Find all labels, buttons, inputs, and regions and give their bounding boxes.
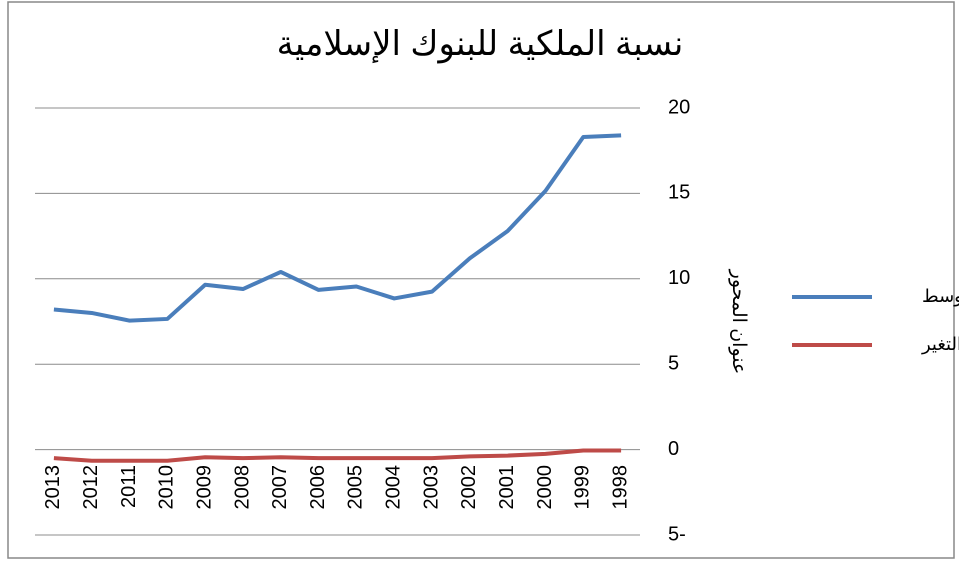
y-tick-label: 0 xyxy=(668,438,679,460)
y-tick-label: 5- xyxy=(668,523,686,545)
x-tick-label: 2005 xyxy=(345,465,367,510)
x-tick-label: 2000 xyxy=(534,465,556,510)
x-tick-label: 2008 xyxy=(231,465,253,510)
x-tick-label: 2001 xyxy=(496,465,518,510)
x-tick-label: 2009 xyxy=(193,465,215,510)
series-line xyxy=(53,133,622,323)
chart-frame xyxy=(7,1,955,559)
y-axis-title: عنوان المحور xyxy=(728,269,749,375)
chart-title: نسبة الملكية للبنوك الإسلامية xyxy=(277,25,684,64)
x-tick-label: 2002 xyxy=(458,465,480,510)
x-tick-label: 2007 xyxy=(269,465,291,510)
y-tick-label: 15 xyxy=(668,182,690,204)
y-tick-label: 5 xyxy=(668,352,679,374)
x-tick-label: 2003 xyxy=(420,465,442,510)
legend-label: المتوسط xyxy=(922,286,959,307)
x-tick-label: 2013 xyxy=(42,465,64,510)
x-tick-label: 2004 xyxy=(383,465,405,510)
x-tick-label: 1999 xyxy=(572,465,594,510)
x-tick-label: 2011 xyxy=(118,465,140,508)
y-tick-label: 10 xyxy=(668,267,690,289)
x-tick-label: 2012 xyxy=(80,465,102,510)
x-tick-label: 2006 xyxy=(307,465,329,510)
legend-label: نسبة التغير xyxy=(921,334,959,355)
series-line xyxy=(53,448,622,463)
y-tick-label: 20 xyxy=(668,96,690,118)
x-tick-label: 2010 xyxy=(156,465,178,510)
x-tick-label: 1998 xyxy=(609,465,631,510)
